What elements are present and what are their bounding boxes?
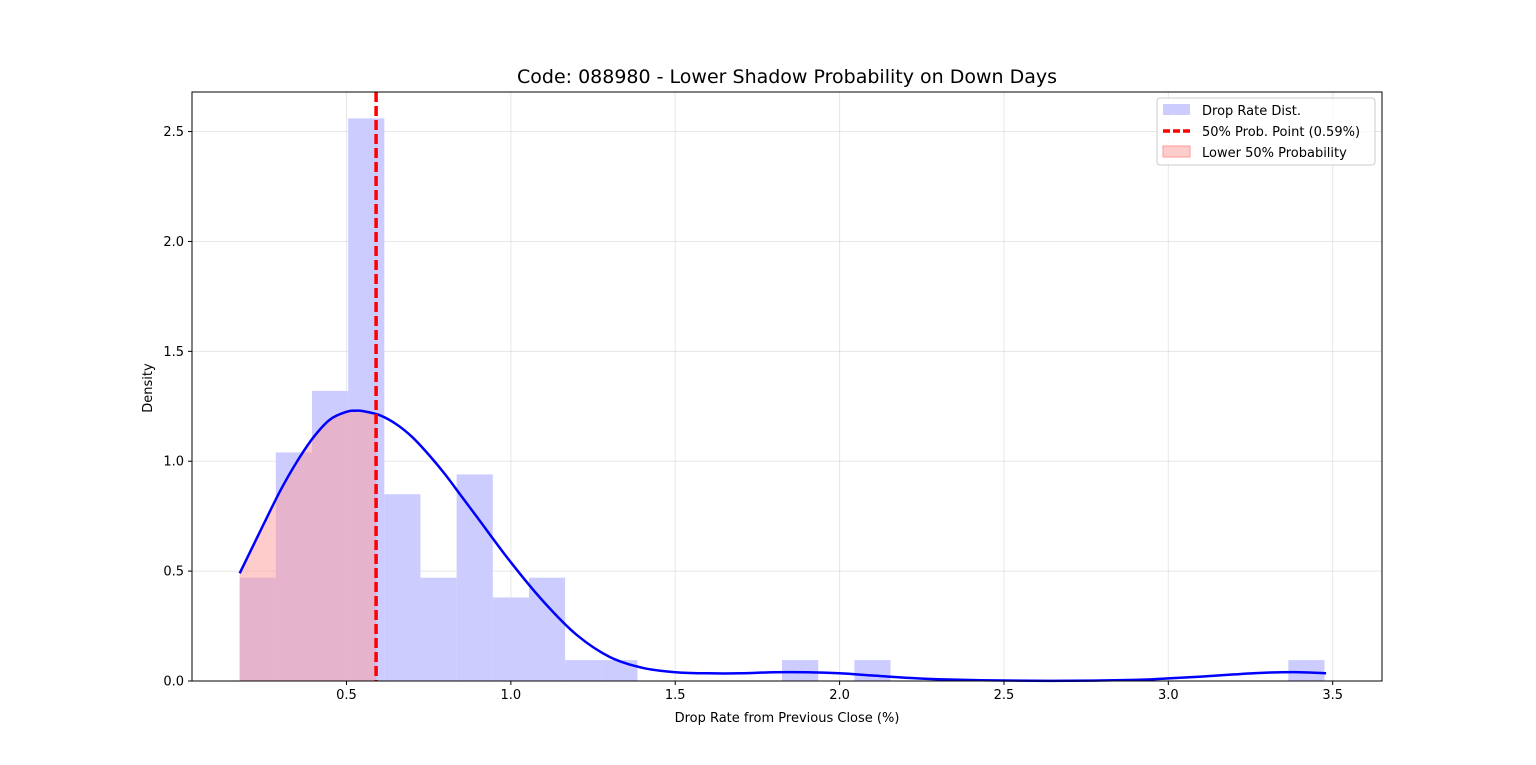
x-tick-label: 3.5: [1322, 688, 1343, 703]
histogram-bar: [384, 494, 421, 681]
legend-swatch-histogram: [1163, 104, 1190, 115]
y-axis-ticks: 0.0 0.5 1.0 1.5 2.0 2.5: [163, 125, 192, 690]
chart-title: Code: 088980 - Lower Shadow Probability …: [517, 66, 1057, 88]
plot-frame: [191, 91, 1383, 682]
y-axis-label: Density: [141, 363, 156, 413]
legend-swatch-shaded-region: [1162, 145, 1191, 158]
histogram-bar: [456, 474, 493, 681]
kde-curve: [238, 409, 1327, 683]
y-tick-label: 1.5: [163, 345, 184, 360]
legend-box: [1156, 97, 1376, 166]
x-tick-label: 2.0: [829, 688, 850, 703]
x-tick-label: 1.5: [665, 688, 686, 703]
y-tick-label: 2.0: [163, 235, 184, 250]
x-axis-ticks: 0.5 1.0 1.5 2.0 2.5 3.0 3.5: [336, 681, 1343, 703]
histogram-bar: [854, 660, 891, 681]
legend-label-histogram: Drop Rate Dist.: [1202, 104, 1301, 119]
shaded-region-layer: [239, 410, 377, 681]
y-tick-label: 0.5: [163, 565, 184, 580]
histogram-bars: [239, 118, 1325, 682]
x-tick-label: 2.5: [994, 688, 1015, 703]
y-tick-label: 1.0: [163, 455, 184, 470]
histogram-bar: [782, 660, 819, 681]
y-tick-label: 0.0: [163, 675, 184, 690]
histogram-bar: [492, 597, 529, 681]
x-tick-label: 1.0: [501, 688, 522, 703]
legend: Drop Rate Dist. 50% Prob. Point (0.59%) …: [1156, 97, 1376, 166]
legend-label-threshold: 50% Prob. Point (0.59%): [1202, 125, 1360, 140]
x-tick-label: 3.0: [1158, 688, 1179, 703]
y-tick-label: 2.5: [163, 125, 184, 140]
histogram-bar: [565, 660, 602, 681]
legend-label-shaded-region: Lower 50% Probability: [1202, 146, 1347, 161]
shaded-region: [239, 410, 377, 681]
histogram-bar: [1288, 660, 1325, 681]
x-axis-label: Drop Rate from Previous Close (%): [675, 711, 900, 726]
kde-layer: [238, 409, 1327, 683]
histogram-bar: [601, 660, 638, 681]
histogram-bar: [528, 577, 566, 681]
histogram-bar: [420, 577, 457, 681]
x-tick-label: 0.5: [336, 688, 357, 703]
